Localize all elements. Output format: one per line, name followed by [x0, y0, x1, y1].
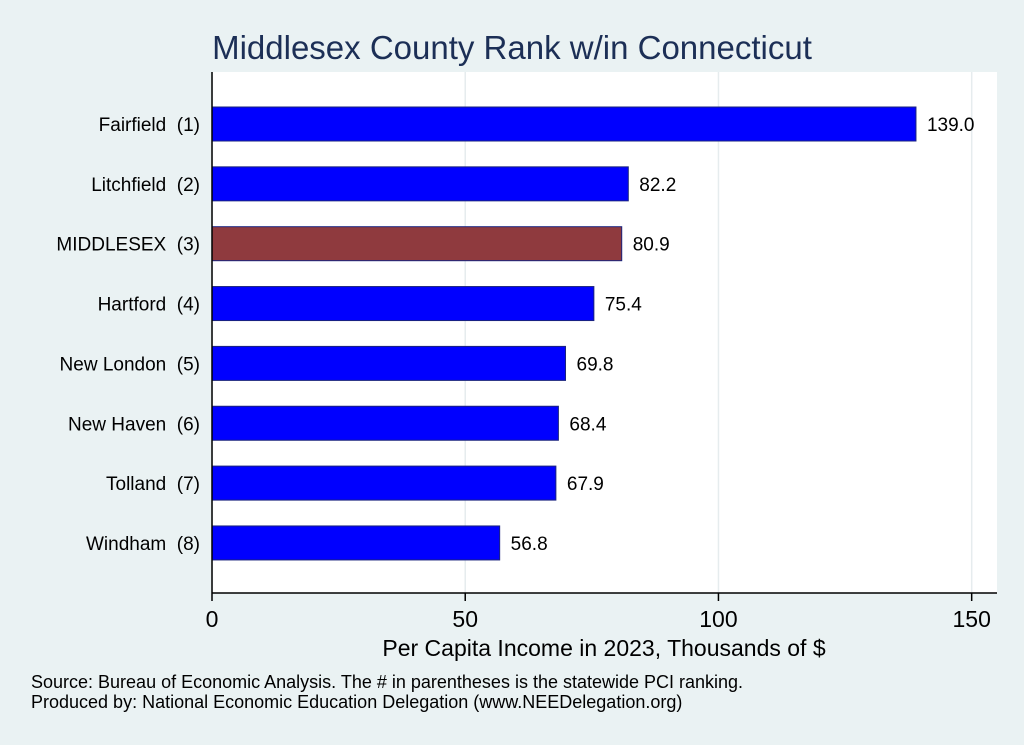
- value-label-1: 82.2: [639, 175, 676, 196]
- category-label-5: New Haven (6): [68, 414, 200, 435]
- category-label-0: Fairfield (1): [99, 115, 200, 136]
- bar-4: [211, 345, 567, 381]
- category-label-4: New London (5): [60, 354, 200, 375]
- value-label-7: 56.8: [511, 534, 548, 555]
- bar-3: [211, 286, 595, 322]
- value-label-2: 80.9: [633, 235, 670, 256]
- category-label-7: Windham (8): [86, 534, 200, 555]
- bar-0: [211, 106, 917, 142]
- category-label-2: MIDDLESEX (3): [56, 235, 200, 256]
- value-label-4: 69.8: [577, 354, 614, 375]
- bar-5: [211, 405, 559, 441]
- value-label-0: 139.0: [927, 115, 975, 136]
- x-tick-label-50: 50: [452, 606, 478, 632]
- category-label-1: Litchfield (2): [91, 175, 200, 196]
- x-tick-label-150: 150: [952, 606, 990, 632]
- x-tick-label-0: 0: [206, 606, 219, 632]
- chart-title: Middlesex County Rank w/in Connecticut: [212, 29, 812, 66]
- source-note: Source: Bureau of Economic Analysis. The…: [31, 672, 743, 692]
- bar-2: [211, 226, 623, 262]
- category-label-6: Tolland (7): [106, 474, 200, 495]
- value-label-6: 67.9: [567, 474, 604, 495]
- bar-7: [211, 525, 501, 561]
- category-label-3: Hartford (4): [98, 295, 200, 316]
- bar-1: [211, 166, 629, 202]
- x-tick-label-100: 100: [699, 606, 737, 632]
- produced-by-note: Produced by: National Economic Education…: [31, 692, 682, 712]
- value-label-3: 75.4: [605, 295, 642, 316]
- value-label-5: 68.4: [569, 414, 606, 435]
- bar-6: [211, 465, 557, 501]
- x-axis-title: Per Capita Income in 2023, Thousands of …: [382, 635, 825, 661]
- plot-area: [213, 72, 997, 593]
